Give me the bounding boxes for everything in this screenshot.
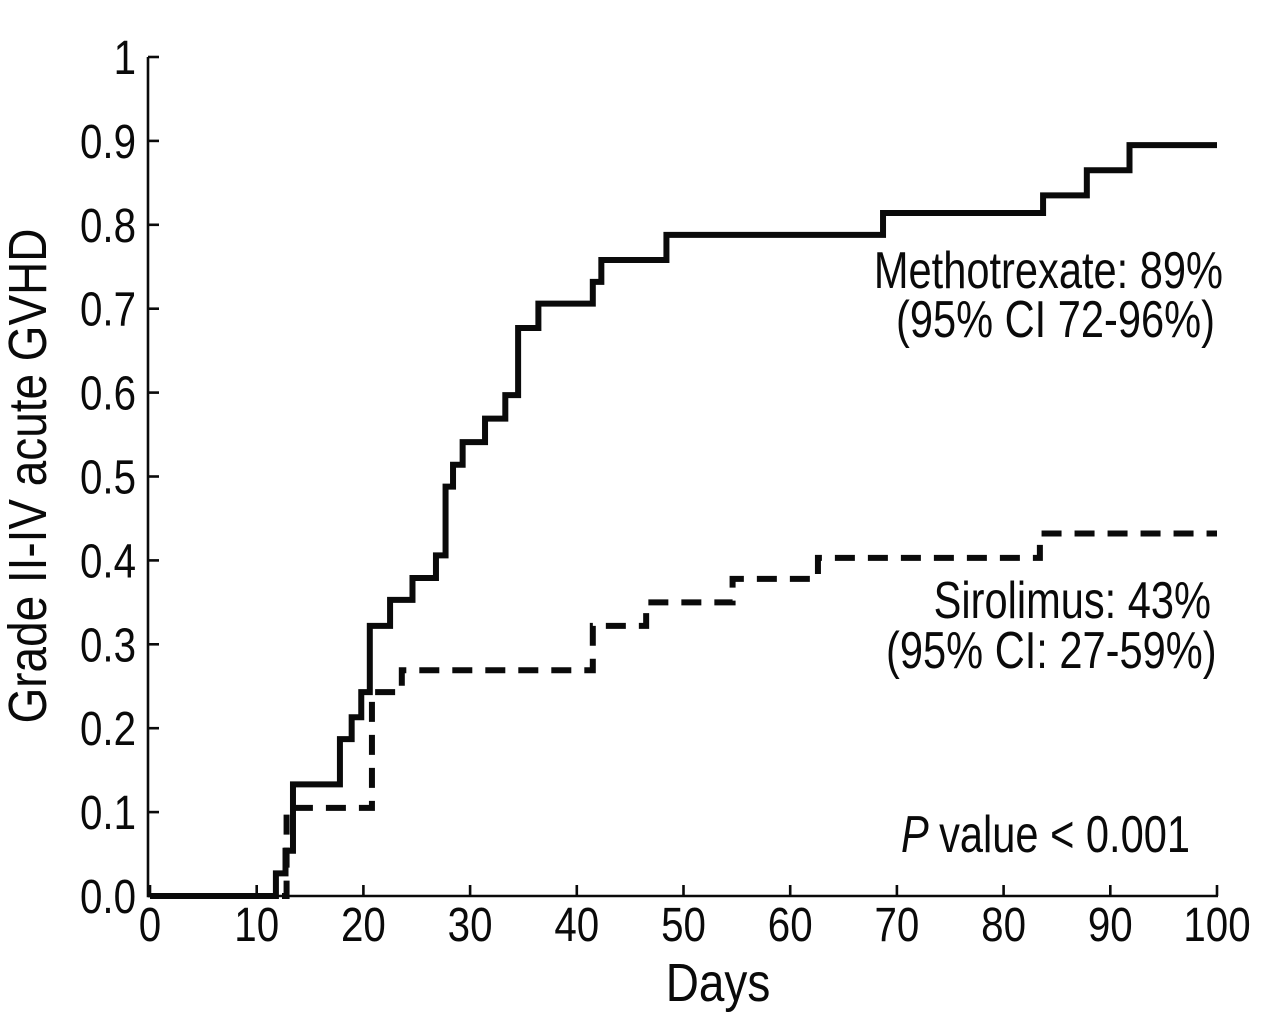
axes-layer: 0 10 20 30 40 50 60 70 80 90 100 0.0 0.1 0.2 0.3 0.4 0.5…	[80, 32, 1251, 952]
x-tick-label-group: 50	[661, 899, 706, 952]
y-tick-label: 0.5	[80, 451, 136, 504]
y-tick-label: 0.3	[80, 619, 136, 672]
x-tick-label-group: 60	[768, 899, 813, 952]
y-tick-label: 0.2	[80, 703, 136, 756]
x-tick-label-group: 100	[1183, 899, 1250, 952]
y-tick-label: 0.9	[80, 116, 136, 169]
x-tick-label: 10	[234, 899, 279, 952]
x-tick-label: 30	[448, 899, 493, 952]
x-tick-label-group: 10	[234, 899, 279, 952]
sirolimus-annotation: Sirolimus: 43% (95% CI: 27-59%)	[886, 571, 1217, 680]
x-tick-label-group: 30	[448, 899, 493, 952]
x-tick-label-group: 70	[874, 899, 919, 952]
y-tick-label: 0.1	[80, 787, 136, 840]
methotrexate-annotation: Methotrexate: 89% (95% CI 72-96%)	[874, 241, 1223, 349]
svg-text:Grade II-IV acute GVHD: Grade II-IV acute GVHD	[0, 229, 58, 724]
p-value-text: value < 0.001	[939, 805, 1190, 864]
y-tick-label-group: 0.5	[80, 451, 136, 504]
methotrexate-curve	[150, 142, 1217, 899]
x-axis-title: Days	[666, 953, 771, 1013]
y-tick-label-group: 0.1	[80, 787, 136, 840]
y-tick-label-group: 0.2	[80, 703, 136, 756]
x-tick-label: 60	[768, 899, 813, 952]
x-tick-label: 70	[874, 899, 919, 952]
p-value-italic-p: P	[901, 805, 929, 864]
y-tick-label-group: 0.6	[80, 367, 136, 420]
y-tick-label: 0.8	[80, 200, 136, 253]
x-tick-label: 40	[554, 899, 599, 952]
x-tick-label-group: 0	[139, 899, 161, 952]
sirolimus-curve	[150, 530, 1217, 899]
y-tick-label: 1	[114, 32, 136, 85]
methotrexate-annotation-line2: (95% CI 72-96%)	[896, 290, 1215, 349]
x-tick-label: 0	[139, 899, 161, 952]
y-tick-label-group: 1	[114, 32, 136, 85]
x-tick-label: 90	[1088, 899, 1133, 952]
y-tick-label: 0.6	[80, 367, 136, 420]
y-tick-label-group: 0.4	[80, 535, 136, 588]
x-tick-label-group: 20	[341, 899, 386, 952]
x-tick-label: 20	[341, 899, 386, 952]
y-tick-label: 0.0	[80, 871, 136, 924]
y-axis-title: Grade II-IV acute GVHD	[0, 229, 58, 724]
sirolimus-annotation-line1: Sirolimus: 43%	[934, 571, 1211, 630]
y-tick-label-group: 0.7	[80, 283, 136, 336]
sirolimus-annotation-line2: (95% CI: 27-59%)	[886, 621, 1217, 680]
y-tick-label-group: 0.3	[80, 619, 136, 672]
svg-text:Days: Days	[666, 953, 771, 1013]
y-tick-label-group: 0.0	[80, 871, 136, 924]
x-tick-label: 100	[1183, 899, 1250, 952]
y-tick-label: 0.4	[80, 535, 136, 588]
x-tick-label: 80	[981, 899, 1026, 952]
methotrexate-annotation-line1: Methotrexate: 89%	[874, 241, 1223, 300]
y-tick-label: 0.7	[80, 283, 136, 336]
x-tick-label-group: 80	[981, 899, 1026, 952]
x-tick-label-group: 40	[554, 899, 599, 952]
y-tick-label-group: 0.9	[80, 116, 136, 169]
x-tick-label: 50	[661, 899, 706, 952]
x-tick-label-group: 90	[1088, 899, 1133, 952]
curves-layer	[150, 142, 1217, 899]
axis-spines	[146, 57, 1218, 898]
y-tick-label-group: 0.8	[80, 200, 136, 253]
